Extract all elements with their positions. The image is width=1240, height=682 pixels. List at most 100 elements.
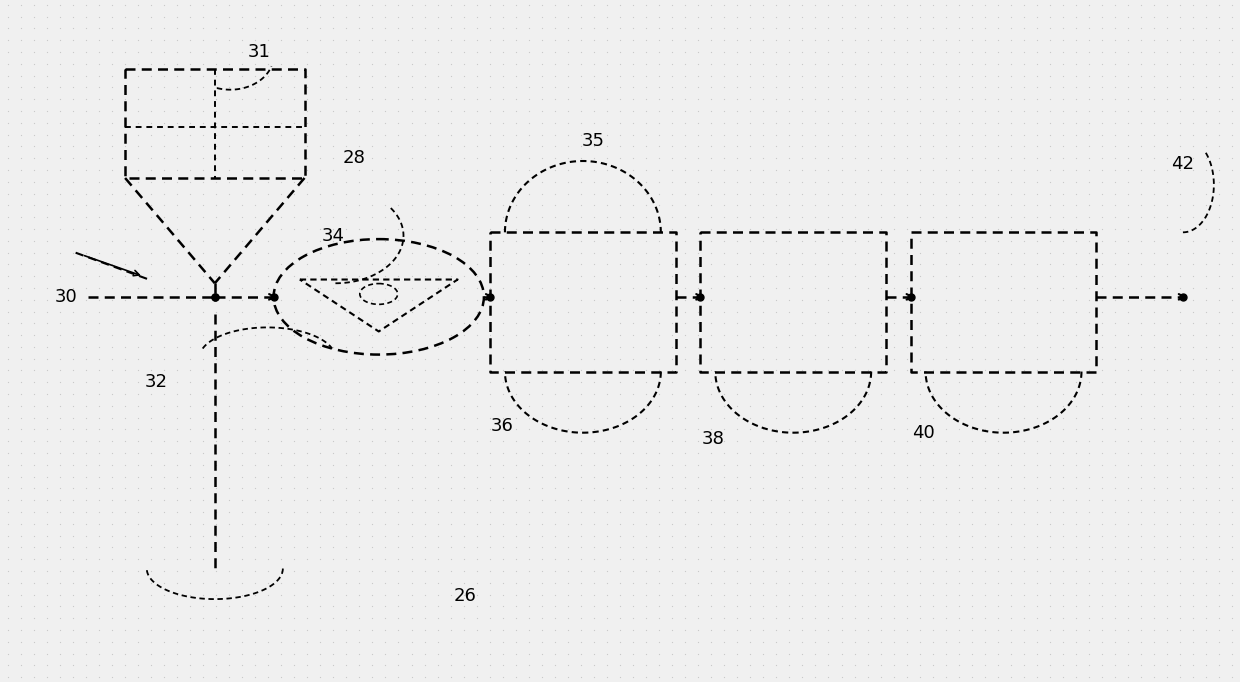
Point bbox=[858, 460, 878, 471]
Point bbox=[154, 542, 174, 553]
Point bbox=[193, 589, 213, 600]
Point bbox=[258, 82, 278, 93]
Point bbox=[128, 436, 148, 447]
Point bbox=[754, 436, 774, 447]
Point bbox=[258, 294, 278, 305]
Point bbox=[63, 70, 83, 81]
Point bbox=[1223, 400, 1240, 411]
Point bbox=[454, 188, 474, 199]
Point bbox=[466, 329, 486, 340]
Point bbox=[844, 507, 864, 518]
Point bbox=[63, 93, 83, 104]
Point bbox=[506, 483, 526, 494]
Point bbox=[324, 412, 343, 423]
Point bbox=[402, 554, 422, 565]
Point bbox=[310, 235, 330, 246]
Point bbox=[923, 224, 942, 235]
Point bbox=[89, 365, 109, 376]
Point bbox=[544, 578, 564, 589]
Point bbox=[310, 495, 330, 506]
Point bbox=[1145, 518, 1164, 529]
Point bbox=[1171, 365, 1190, 376]
Point bbox=[219, 318, 239, 329]
Point bbox=[1145, 660, 1164, 671]
Point bbox=[806, 117, 826, 128]
Point bbox=[298, 518, 317, 529]
Point bbox=[1105, 0, 1125, 10]
Text: 34: 34 bbox=[321, 226, 345, 245]
Point bbox=[728, 176, 748, 187]
Point bbox=[89, 282, 109, 293]
Point bbox=[532, 11, 552, 22]
Point bbox=[870, 377, 890, 388]
Point bbox=[141, 23, 161, 34]
Point bbox=[884, 164, 904, 175]
Point bbox=[167, 93, 187, 104]
Point bbox=[76, 247, 95, 258]
Point bbox=[962, 59, 982, 70]
Point bbox=[584, 282, 604, 293]
Point bbox=[650, 282, 670, 293]
Point bbox=[702, 342, 722, 353]
Point bbox=[1145, 129, 1164, 140]
Point bbox=[50, 46, 69, 57]
Point bbox=[180, 353, 200, 364]
Point bbox=[128, 318, 148, 329]
Point bbox=[1157, 400, 1177, 411]
Point bbox=[780, 82, 800, 93]
Point bbox=[858, 329, 878, 340]
Point bbox=[1014, 601, 1034, 612]
Point bbox=[818, 353, 838, 364]
Point bbox=[584, 495, 604, 506]
Point bbox=[440, 271, 460, 282]
Point bbox=[624, 271, 644, 282]
Point bbox=[1171, 578, 1190, 589]
Point bbox=[193, 176, 213, 187]
Point bbox=[740, 271, 760, 282]
Point bbox=[962, 625, 982, 636]
Point bbox=[1040, 565, 1060, 576]
Point bbox=[414, 342, 434, 353]
Point bbox=[37, 612, 57, 623]
Point bbox=[454, 200, 474, 211]
Point bbox=[650, 412, 670, 423]
Point bbox=[596, 660, 616, 671]
Point bbox=[1053, 460, 1073, 471]
Point bbox=[284, 294, 304, 305]
Point bbox=[466, 601, 486, 612]
Point bbox=[1027, 424, 1047, 435]
Point bbox=[662, 282, 682, 293]
Point bbox=[636, 129, 656, 140]
Point bbox=[518, 589, 538, 600]
Point bbox=[89, 612, 109, 623]
Point bbox=[544, 59, 564, 70]
Point bbox=[1001, 141, 1021, 152]
Point bbox=[180, 471, 200, 482]
Point bbox=[624, 601, 644, 612]
Point bbox=[1131, 601, 1151, 612]
Point bbox=[246, 471, 265, 482]
Point bbox=[858, 507, 878, 518]
Point bbox=[610, 271, 630, 282]
Point bbox=[193, 389, 213, 400]
Point bbox=[740, 153, 760, 164]
Point bbox=[1183, 507, 1203, 518]
Point bbox=[870, 542, 890, 553]
Point bbox=[454, 294, 474, 305]
Point bbox=[440, 93, 460, 104]
Point bbox=[740, 483, 760, 494]
Point bbox=[454, 601, 474, 612]
Point bbox=[897, 23, 916, 34]
Point bbox=[232, 353, 252, 364]
Point bbox=[988, 612, 1008, 623]
Point bbox=[1040, 141, 1060, 152]
Point bbox=[1223, 224, 1240, 235]
Point bbox=[988, 117, 1008, 128]
Point bbox=[336, 164, 356, 175]
Point bbox=[949, 578, 968, 589]
Point bbox=[324, 530, 343, 541]
Point bbox=[376, 259, 396, 270]
Point bbox=[596, 329, 616, 340]
Point bbox=[440, 471, 460, 482]
Point bbox=[272, 129, 291, 140]
